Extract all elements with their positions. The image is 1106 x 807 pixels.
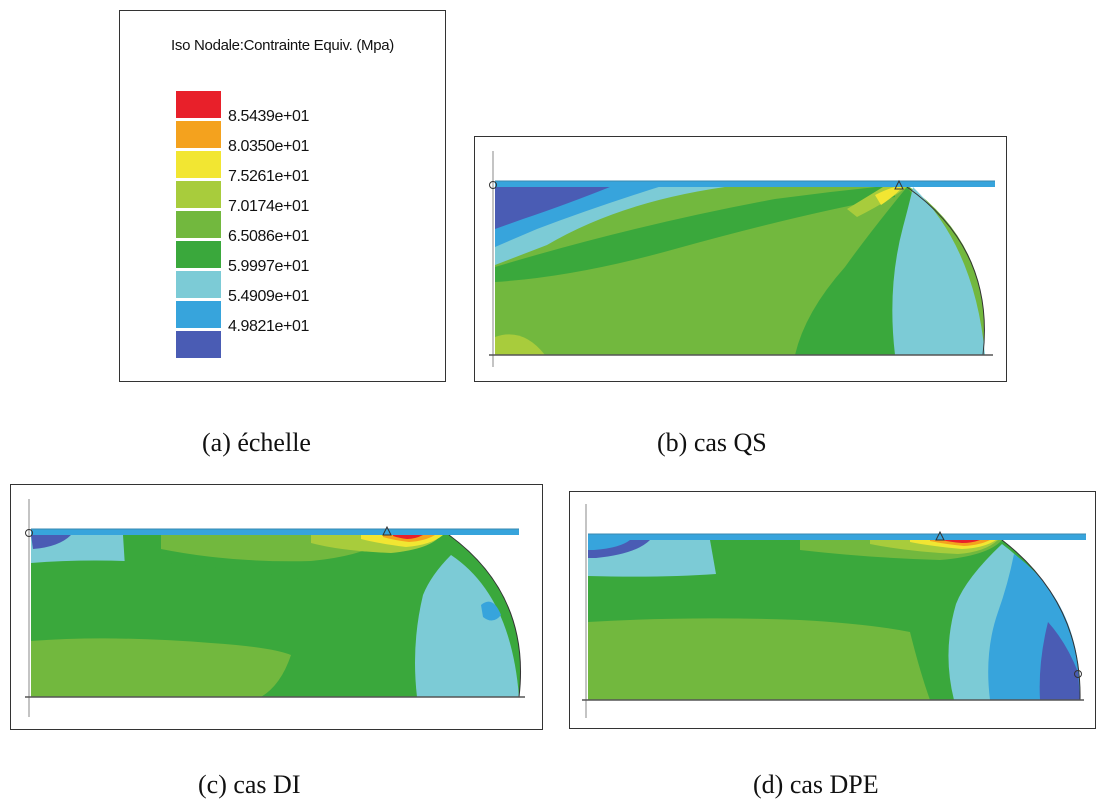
legend-panel: Iso Nodale:Contrainte Equiv. (Mpa) 8.543… (119, 10, 446, 382)
legend-swatch (176, 241, 221, 268)
contour-plot-qs (474, 136, 1007, 382)
legend-level-label: 4.9821e+01 (228, 318, 309, 335)
legend-level-label: 7.5261e+01 (228, 168, 309, 185)
legend-level-label: 7.0174e+01 (228, 198, 309, 215)
legend-level-label: 8.0350e+01 (228, 138, 309, 155)
caption-b: (b) cas QS (657, 428, 767, 457)
caption-d: (d) cas DPE (753, 770, 879, 799)
legend-swatch (176, 121, 221, 148)
contour-plot-dpe (569, 491, 1096, 729)
contour-svg-dpe (570, 492, 1095, 728)
legend-level-label: 6.5086e+01 (228, 228, 309, 245)
legend-swatch (176, 181, 221, 208)
legend-swatch (176, 91, 221, 118)
legend-swatch (176, 151, 221, 178)
caption-a: (a) échelle (202, 428, 311, 457)
legend-swatch (176, 301, 221, 328)
legend-level-label: 5.4909e+01 (228, 288, 309, 305)
legend-swatch (176, 331, 221, 358)
caption-c: (c) cas DI (198, 770, 301, 799)
contour-svg-di (11, 485, 542, 729)
legend-title: Iso Nodale:Contrainte Equiv. (Mpa) (171, 37, 394, 54)
contour-plot-di (10, 484, 543, 730)
legend-level-label: 8.5439e+01 (228, 108, 309, 125)
legend-swatch (176, 271, 221, 298)
legend-swatch (176, 211, 221, 238)
contour-svg-qs (475, 137, 1006, 381)
legend-level-label: 5.9997e+01 (228, 258, 309, 275)
